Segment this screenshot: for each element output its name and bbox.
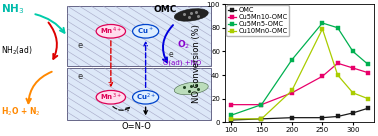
OMC: [259, 118, 264, 120]
Ellipse shape: [96, 90, 125, 104]
Text: H$_2$O + N$_2$: H$_2$O + N$_2$: [1, 106, 41, 118]
Ellipse shape: [133, 90, 159, 104]
Text: O=N-O: O=N-O: [122, 122, 152, 131]
Y-axis label: NO conversion (%): NO conversion (%): [192, 24, 201, 103]
Cu5Mn5-OMC: [320, 22, 325, 24]
OMC: [351, 112, 355, 114]
Cu5Mn5-OMC: [229, 115, 233, 116]
Text: e: e: [77, 41, 82, 50]
Cu10Mn0-OMC: [320, 28, 325, 30]
Text: Cu$^+$: Cu$^+$: [137, 26, 154, 36]
Text: NH$_2$(ad): NH$_2$(ad): [1, 44, 33, 57]
Polygon shape: [67, 68, 211, 120]
Text: O(ad) +NO: O(ad) +NO: [163, 60, 201, 66]
Line: Cu5Mn10-OMC: Cu5Mn10-OMC: [229, 61, 370, 106]
Ellipse shape: [174, 9, 208, 21]
Cu5Mn10-OMC: [320, 75, 325, 77]
Cu10Mn0-OMC: [335, 74, 340, 76]
Text: Mn$^{3+}$: Mn$^{3+}$: [100, 92, 122, 103]
OMC: [320, 117, 325, 118]
Text: Mn$^{4+}$: Mn$^{4+}$: [100, 26, 122, 37]
Polygon shape: [67, 6, 211, 66]
Cu5Mn5-OMC: [366, 64, 370, 65]
Line: OMC: OMC: [229, 106, 370, 122]
Text: Cu$^{2+}$: Cu$^{2+}$: [136, 92, 156, 103]
Cu5Mn5-OMC: [335, 27, 340, 29]
Line: Cu10Mn0-OMC: Cu10Mn0-OMC: [229, 27, 370, 121]
Cu10Mn0-OMC: [351, 92, 355, 94]
Text: e: e: [77, 72, 82, 81]
Legend: OMC, Cu5Mn10-OMC, Cu5Mn5-OMC, Cu10Mn0-OMC: OMC, Cu5Mn10-OMC, Cu5Mn5-OMC, Cu10Mn0-OM…: [226, 5, 290, 36]
Cu5Mn10-OMC: [229, 104, 233, 106]
Text: e: e: [169, 50, 173, 59]
Text: OMC: OMC: [153, 5, 177, 14]
OMC: [290, 117, 294, 118]
Cu10Mn0-OMC: [366, 98, 370, 100]
Cu10Mn0-OMC: [229, 118, 233, 120]
OMC: [229, 119, 233, 121]
Text: NH$_3$: NH$_3$: [1, 2, 24, 16]
Ellipse shape: [133, 24, 159, 38]
Cu5Mn5-OMC: [259, 104, 264, 106]
Cu10Mn0-OMC: [290, 90, 294, 91]
Cu5Mn10-OMC: [351, 67, 355, 69]
Cu5Mn10-OMC: [290, 92, 294, 94]
Ellipse shape: [96, 24, 125, 38]
Line: Cu5Mn5-OMC: Cu5Mn5-OMC: [229, 21, 370, 117]
Ellipse shape: [174, 82, 208, 95]
Cu10Mn0-OMC: [259, 118, 264, 120]
Cu5Mn10-OMC: [366, 72, 370, 74]
Cu5Mn5-OMC: [290, 59, 294, 61]
Cu5Mn5-OMC: [351, 51, 355, 52]
Cu5Mn10-OMC: [335, 62, 340, 64]
OMC: [366, 107, 370, 109]
Text: O$_2$: O$_2$: [177, 39, 190, 51]
OMC: [335, 116, 340, 117]
Cu5Mn10-OMC: [259, 104, 264, 106]
